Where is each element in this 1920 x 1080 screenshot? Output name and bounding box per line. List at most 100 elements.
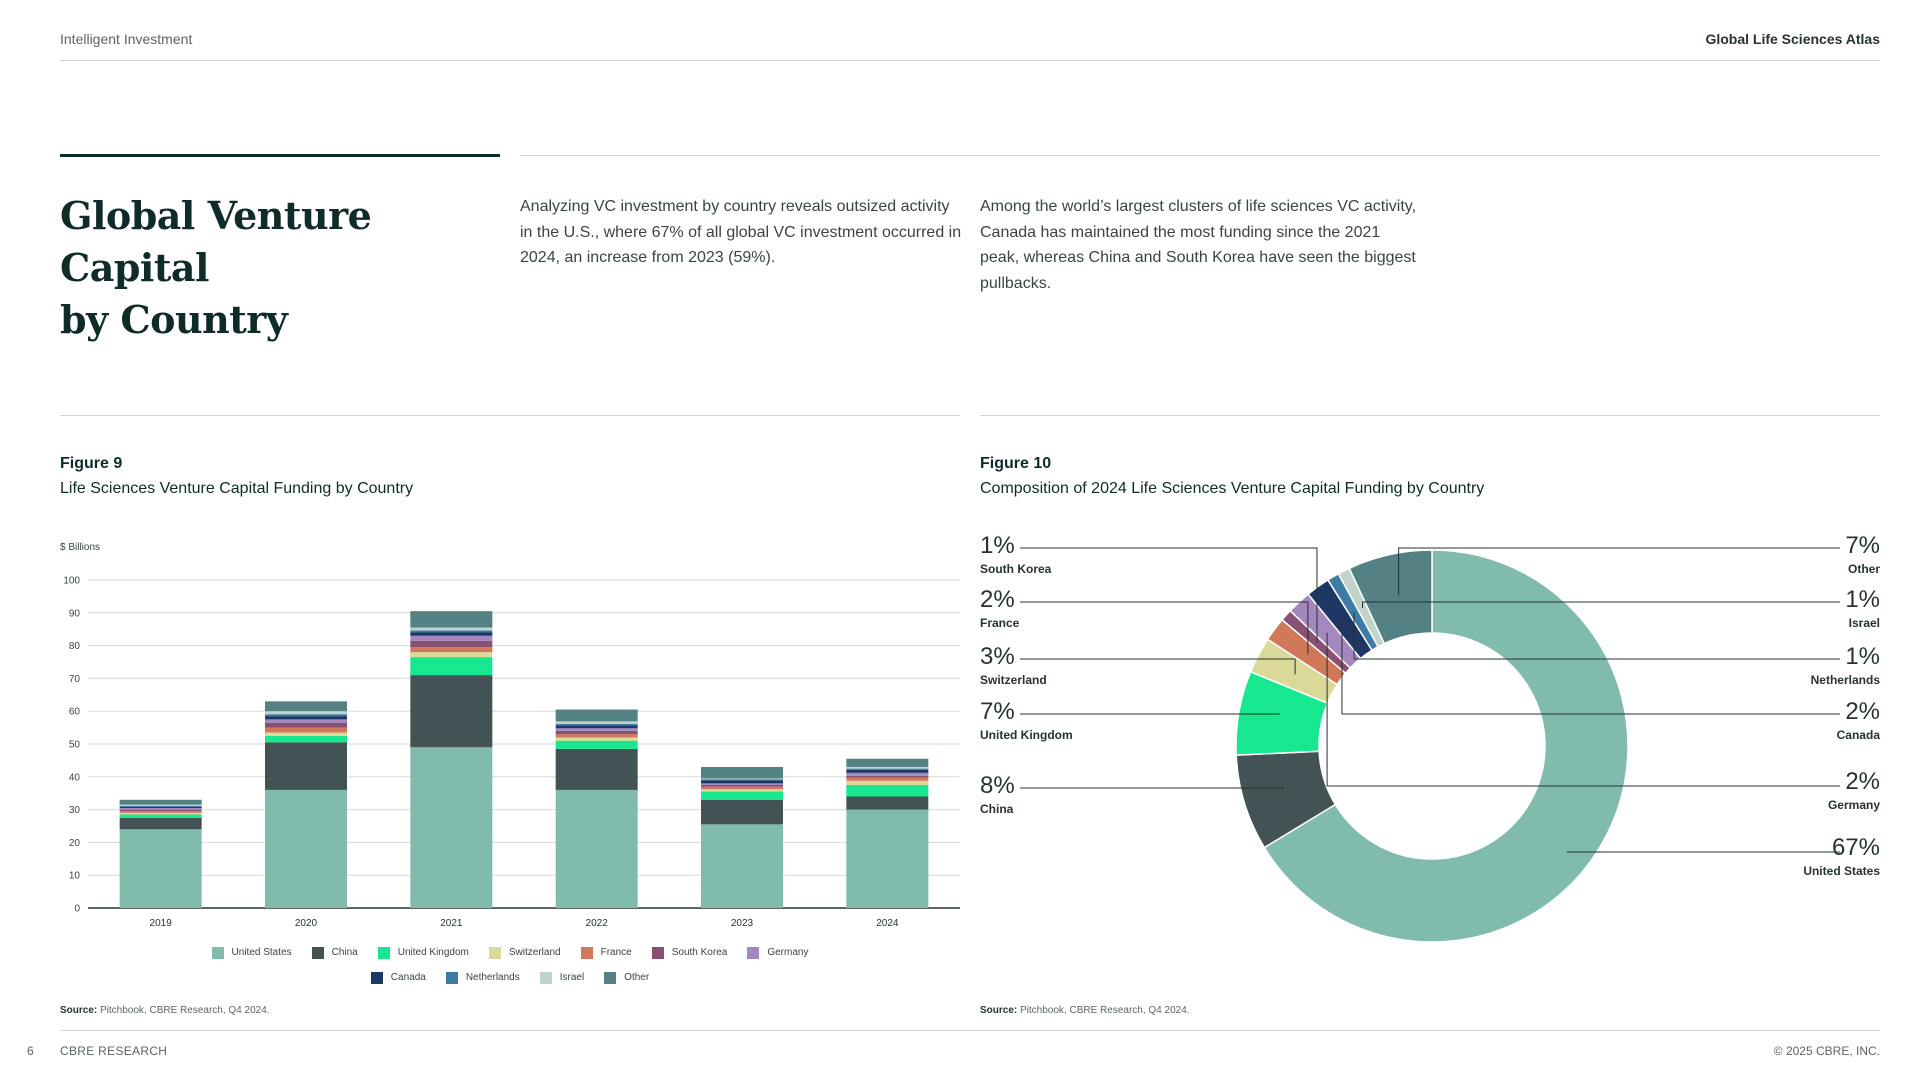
fig9-number: Figure 9 bbox=[60, 455, 123, 472]
donut-name-china: China bbox=[980, 802, 1014, 816]
legend-swatch bbox=[651, 946, 664, 959]
donut-slice-united-states bbox=[1263, 549, 1629, 943]
bar-segment-switzerland bbox=[555, 737, 638, 741]
bar-chart: $ Billions 0 10 20 30 40 50 60 70 80 90 100 2019 2020… bbox=[60, 542, 960, 929]
legend-label: Netherlands bbox=[465, 972, 520, 983]
y-tick-label: 0 bbox=[74, 904, 80, 915]
intro-paragraph-1: Analyzing VC investment by country revea… bbox=[520, 198, 962, 266]
donut-label-china: 8% China bbox=[980, 772, 1015, 816]
bar-segment-united-states bbox=[846, 809, 929, 908]
x-tick-label: 2023 bbox=[731, 918, 754, 929]
fig9-divider bbox=[60, 415, 960, 416]
legend-label: United Kingdom bbox=[397, 947, 469, 958]
bar-segment-israel bbox=[555, 721, 638, 724]
leader-line-netherlands bbox=[1353, 612, 1840, 660]
y-tick-label: 10 bbox=[69, 871, 81, 882]
legend-swatch bbox=[445, 971, 458, 984]
bar-segment-united-states bbox=[119, 829, 202, 908]
leader-line-israel bbox=[1362, 601, 1840, 609]
legend-item-other: Other bbox=[604, 971, 649, 984]
fig10-source-label: Source: bbox=[980, 1005, 1018, 1016]
bar-segment-netherlands bbox=[265, 714, 347, 717]
leader-line-canada bbox=[1341, 620, 1840, 715]
bar-segment-china bbox=[846, 796, 929, 810]
bar-segment-switzerland bbox=[410, 652, 493, 658]
legend-label: Israel bbox=[559, 972, 585, 983]
y-tick-label: 80 bbox=[69, 641, 81, 652]
footer-copyright: © 2025 CBRE, INC. bbox=[1773, 1044, 1880, 1058]
bar-segment-canada bbox=[846, 769, 929, 773]
donut-slice-other bbox=[1348, 549, 1433, 645]
fig10-source: Source: Pitchbook, CBRE Research, Q4 202… bbox=[980, 1005, 1190, 1016]
y-tick-label: 60 bbox=[69, 707, 81, 718]
bar-segment-south-korea bbox=[846, 775, 929, 778]
legend-item-canada: Canada bbox=[370, 971, 426, 984]
bar-segment-switzerland bbox=[119, 812, 202, 815]
donut-name-netherlands: Netherlands bbox=[1810, 673, 1880, 687]
fig10-number: Figure 10 bbox=[980, 455, 1052, 472]
y-tick-label: 50 bbox=[69, 740, 81, 751]
bar-segment-other bbox=[701, 766, 783, 779]
legend-swatch bbox=[488, 946, 501, 959]
leader-line-other bbox=[1398, 547, 1840, 596]
donut-pct-united-kingdom: 7% bbox=[980, 698, 1015, 725]
donut-pct-netherlands: 1% bbox=[1845, 643, 1880, 670]
bar-segment-united-kingdom bbox=[119, 814, 202, 818]
bar-segment-south-korea bbox=[119, 809, 202, 812]
bar-segment-south-korea bbox=[410, 640, 493, 648]
legend-label: Germany bbox=[767, 947, 809, 958]
bar-segment-france bbox=[410, 647, 493, 653]
leader-line-france bbox=[1020, 601, 1309, 655]
bar-segment-switzerland bbox=[265, 732, 347, 736]
donut-name-south-korea: South Korea bbox=[980, 562, 1052, 576]
y-axis-label: $ Billions bbox=[60, 542, 100, 553]
page-number: 6 bbox=[27, 1044, 34, 1058]
donut-pct-germany: 2% bbox=[1845, 768, 1880, 795]
donut-name-switzerland: Switzerland bbox=[980, 673, 1047, 687]
x-tick-label: 2019 bbox=[150, 918, 173, 929]
bar-segment-united-states bbox=[410, 747, 493, 908]
legend-swatch bbox=[539, 971, 552, 984]
donut-name-israel: Israel bbox=[1848, 616, 1880, 630]
bar-segment-united-kingdom bbox=[555, 740, 638, 749]
x-tick-label: 2020 bbox=[295, 918, 318, 929]
fig9-source-label: Source: bbox=[60, 1005, 98, 1016]
bar-segment-other bbox=[119, 799, 202, 805]
legend-item-germany: Germany bbox=[747, 946, 809, 959]
bar-segment-united-states bbox=[701, 824, 783, 908]
y-tick-label: 100 bbox=[63, 576, 80, 587]
bar-segment-germany bbox=[119, 807, 202, 810]
donut-chart bbox=[1020, 547, 1840, 943]
bar-segment-other bbox=[265, 701, 347, 712]
donut-pct-israel: 1% bbox=[1845, 586, 1880, 613]
legend-swatch bbox=[377, 946, 390, 959]
header-left-label: Intelligent Investment bbox=[60, 31, 193, 47]
legend-item-united-states: United States bbox=[211, 946, 292, 959]
leader-line-south-korea bbox=[1020, 547, 1318, 643]
bar-segment-china bbox=[701, 799, 783, 825]
legend-label: France bbox=[600, 947, 632, 958]
bar-segment-switzerland bbox=[846, 780, 929, 785]
header-divider bbox=[60, 60, 1880, 61]
legend-label: China bbox=[331, 947, 358, 958]
y-tick-label: 40 bbox=[69, 772, 81, 783]
legend-label: Switzerland bbox=[508, 947, 561, 958]
bar-segment-israel bbox=[846, 766, 929, 769]
donut-label-canada: 2% Canada bbox=[1837, 698, 1880, 742]
bar-segment-france bbox=[119, 811, 202, 813]
bar-segment-other bbox=[846, 758, 929, 767]
bar-segment-netherlands bbox=[410, 630, 493, 633]
bar-segment-south-korea bbox=[265, 722, 347, 728]
donut-pct-south-korea: 1% bbox=[980, 532, 1015, 559]
y-tick-label: 30 bbox=[69, 805, 81, 816]
bar-segment-israel bbox=[265, 711, 347, 715]
bar-segment-switzerland bbox=[701, 789, 783, 792]
legend-item-south-korea: South Korea bbox=[651, 946, 727, 959]
bar-segment-netherlands bbox=[701, 779, 783, 781]
donut-label-israel: 1% Israel bbox=[1845, 586, 1880, 630]
donut-label-france: 2% France bbox=[980, 586, 1019, 630]
bar-segment-germany bbox=[265, 719, 347, 723]
bar-segment-china bbox=[410, 675, 493, 748]
legend-label: United States bbox=[231, 947, 292, 958]
bar-segment-china bbox=[119, 817, 202, 830]
